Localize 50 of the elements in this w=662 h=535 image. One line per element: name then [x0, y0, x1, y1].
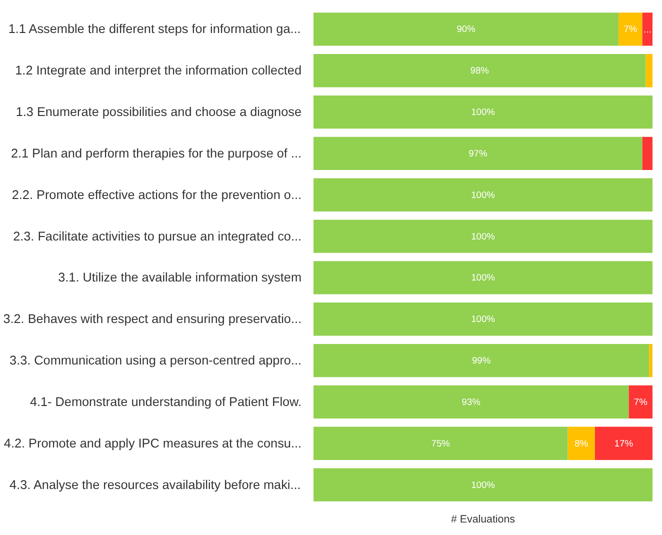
- y-tick-label: 2.1 Plan and perform therapies for the purpose of ...: [10, 146, 302, 160]
- data-label: 99%: [472, 356, 491, 366]
- bar: [314, 468, 652, 502]
- y-tick-label: 1.3 Enumerate possibilities and choose a diagnose: [16, 105, 302, 120]
- data-label: 7%: [624, 24, 638, 34]
- bar: [646, 54, 652, 88]
- bar: [642, 12, 652, 46]
- bar: [314, 136, 642, 170]
- data-label: 7%: [634, 396, 648, 407]
- bar: [314, 220, 652, 253]
- data-label: 100%: [471, 190, 495, 200]
- bar: [314, 385, 629, 419]
- bar: [314, 426, 568, 460]
- data-label: 90%: [456, 24, 476, 34]
- y-tick-label: 4.1- Demonstrate understanding of Patient Flow.: [30, 394, 302, 409]
- y-tick-label: 1.2 Integrate and interpret the information collected: [15, 64, 302, 78]
- bar: [314, 302, 652, 336]
- data-label: ...: [644, 24, 652, 35]
- bar: [628, 385, 652, 419]
- bar: [618, 12, 642, 46]
- y-tick-label: 2.2. Promote effective actions for the prevention o...: [12, 188, 302, 202]
- x-axis-title: # Evaluations: [451, 514, 515, 526]
- bar: [314, 12, 619, 46]
- bar: [594, 426, 652, 460]
- data-label: 17%: [614, 438, 634, 448]
- data-label: 100%: [471, 231, 495, 242]
- bar: [568, 426, 595, 460]
- data-label: 75%: [431, 438, 450, 448]
- data-label: 100%: [471, 480, 495, 490]
- y-tick-label: 4.3. Analyse the resources availability before maki...: [10, 478, 301, 492]
- y-tick-label: 4.2. Promote and apply IPC measures at the consu...: [4, 436, 302, 450]
- y-tick-label: 1.1 Assemble the different steps for information ga...: [8, 22, 301, 36]
- y-tick-label: 2.3. Facilitate activities to pursue an integrated co...: [13, 229, 302, 244]
- y-tick-label: 3.3. Communication using a person-centred appro...: [10, 354, 302, 368]
- bar: [314, 344, 650, 378]
- data-label: 97%: [468, 148, 488, 158]
- bar: [649, 344, 652, 378]
- bar: [314, 54, 646, 88]
- bar: [314, 95, 652, 129]
- data-label: 93%: [462, 396, 480, 407]
- data-label: 98%: [470, 66, 489, 76]
- data-label: 100%: [471, 314, 495, 324]
- y-tick-label: 3.2. Behaves with respect and ensuring preservatio...: [3, 312, 302, 326]
- bar: [314, 261, 652, 294]
- bar: [314, 178, 652, 212]
- bar: [642, 136, 652, 170]
- data-label: 100%: [471, 272, 495, 283]
- y-tick-label: 3.1. Utilize the available information system: [58, 270, 302, 285]
- data-label: 100%: [471, 107, 495, 118]
- data-label: 8%: [574, 438, 588, 448]
